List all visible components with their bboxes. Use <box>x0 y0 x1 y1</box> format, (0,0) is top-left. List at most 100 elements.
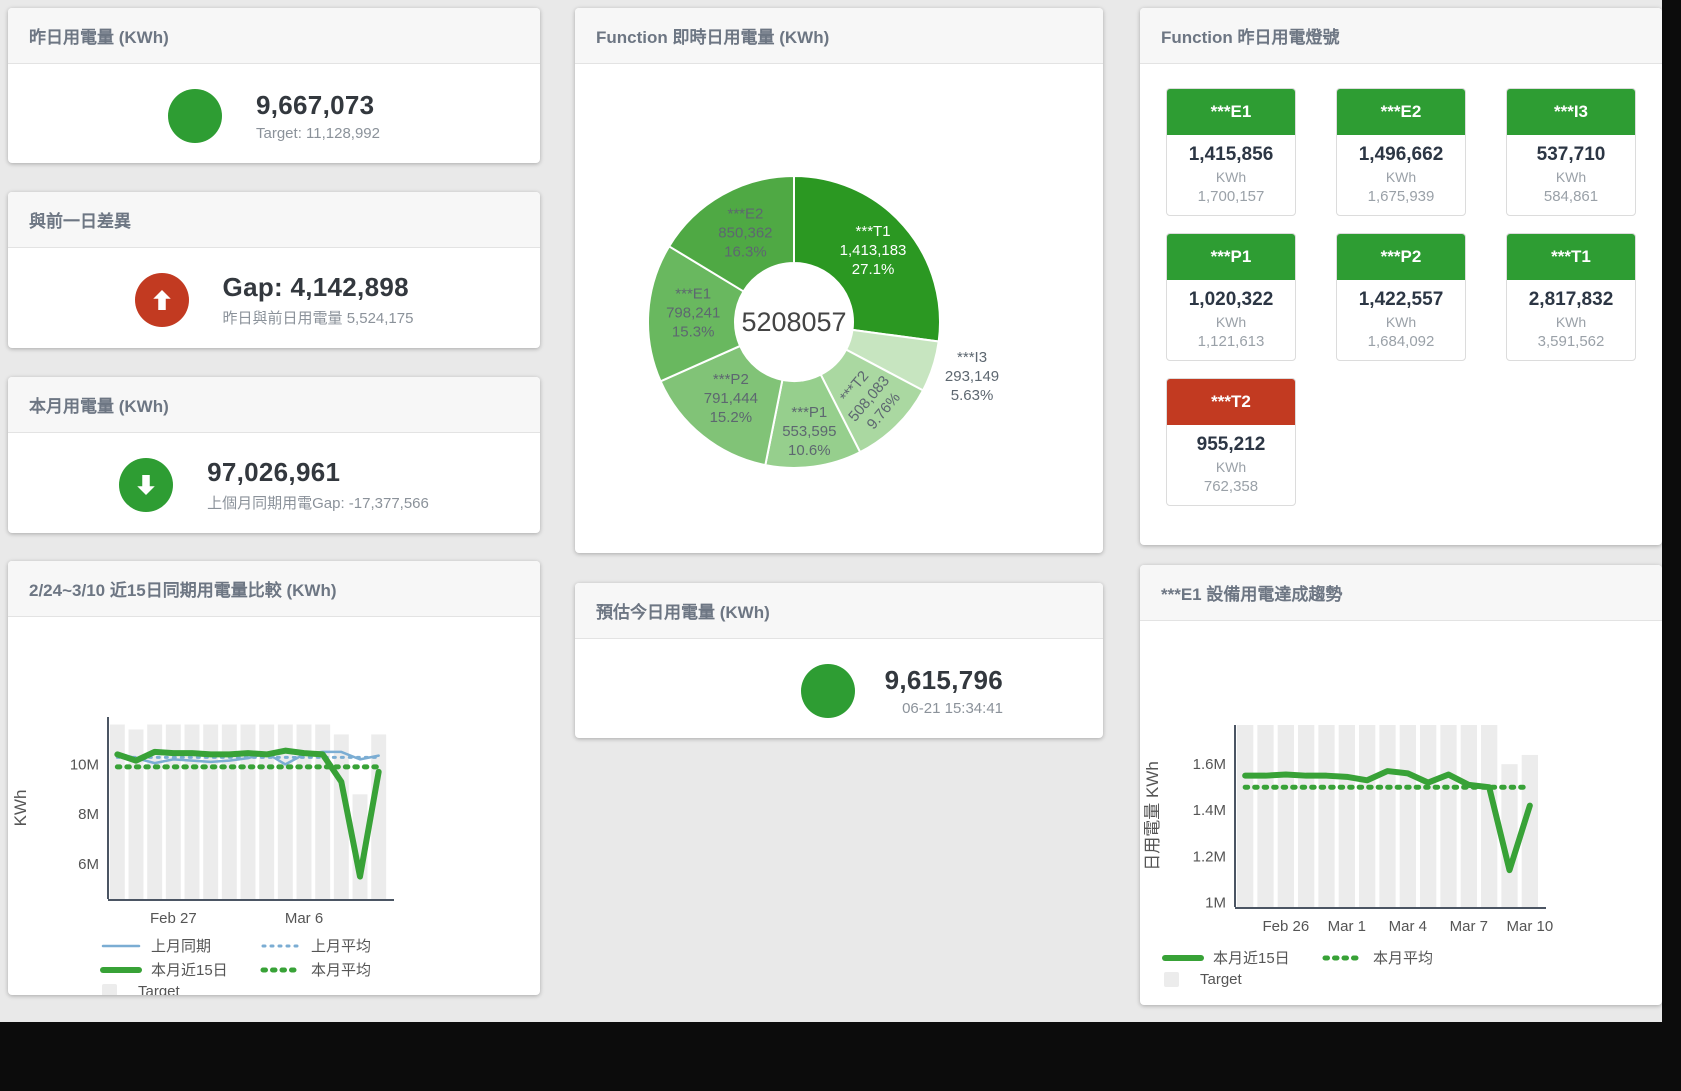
card-title-estimate: 預估今日用電量 (KWh) <box>575 583 1103 639</box>
y-tick-label: 1.6M <box>1193 756 1226 773</box>
tile-body: 2,817,832 KWh 3,591,562 <box>1507 280 1635 360</box>
comparison-legend: 上月同期 上月平均本月近15日 本月平均 Target <box>100 935 445 995</box>
donut-slice-E1[interactable] <box>647 244 745 383</box>
legend-item-上月平均[interactable]: 上月平均 <box>260 935 420 956</box>
legend-item-本月近15日[interactable]: 本月近15日 <box>1162 947 1322 968</box>
legend-label: Target <box>1200 971 1242 988</box>
kpi-body: 9,667,073 Target: 11,128,992 <box>8 64 540 163</box>
status-circle-icon <box>168 88 222 143</box>
legend-label: 本月平均 <box>1373 950 1434 967</box>
comparison-chart: 6M 8M 10M Feb 27 Mar 6 KWh <box>11 717 394 927</box>
target-bar <box>203 724 219 899</box>
legend-line-icon <box>101 944 141 947</box>
arrow-up-icon <box>134 273 189 327</box>
card-status-lights: Function 昨日用電燈號 ***E1 1,415,856 KWh 1,700,1… <box>1140 8 1662 545</box>
legend-item-上月同期[interactable]: 上月同期 <box>100 935 260 956</box>
kpi-subtitle: 上個月同期用電Gap: -17,377,566 <box>207 495 429 512</box>
status-circle-icon <box>800 663 855 718</box>
kpi-text: 9,667,073 Target: 11,128,992 <box>256 90 380 142</box>
target-bar <box>1460 725 1477 907</box>
legend-label: 上月平均 <box>311 938 372 955</box>
tile-status-header: ***E2 <box>1337 89 1465 135</box>
tile-body: 1,496,662 KWh 1,675,939 <box>1337 135 1465 215</box>
donut-slice-E2[interactable] <box>667 174 795 293</box>
tile-unit: KWh <box>1385 314 1417 330</box>
tile-value: 1,496,662 <box>1358 144 1444 165</box>
tile-unit: KWh <box>1385 169 1417 185</box>
trend-chart: 1M 1.2M 1.4M 1.6M Feb 26 Mar 1 Mar 4 Mar 7 Mar 1… <box>1143 725 1553 935</box>
legend-line-icon <box>100 966 142 973</box>
tile-body: 537,710 KWh 584,861 <box>1507 135 1635 215</box>
card-yesterday-usage: 昨日用電量 (KWh) 9,667,073 Target: 11,128,992 <box>8 8 540 163</box>
legend-item-Target[interactable]: Target <box>100 983 260 995</box>
kpi-body: 9,615,796 06-21 15:34:41 <box>575 639 1103 738</box>
tile-unit: KWh <box>1215 169 1247 185</box>
card-e1-trend: ***E1 設備用電達成趨勢 1M 1.2M 1.4M 1.6M Feb 26 Mar 1… <box>1140 565 1662 1005</box>
kpi-text: 97,026,961 上個月同期用電Gap: -17,377,566 <box>207 457 429 513</box>
target-bar <box>1521 754 1538 907</box>
tile-unit: KWh <box>1555 314 1587 330</box>
y-tick-label: 8M <box>78 806 99 823</box>
tile-status-header: ***I3 <box>1507 89 1635 135</box>
x-tick-label: Mar 1 <box>1328 918 1366 935</box>
target-bar <box>1399 725 1416 907</box>
card-comparison-chart: 2/24~3/10 近15日同期用電量比較 (KWh) 6M 8M 10M Feb 2… <box>8 561 540 995</box>
tile-value: 537,710 <box>1536 144 1606 165</box>
y-axis-title: 日用電量 KWh <box>1143 761 1162 871</box>
card-month-usage: 本月用電量 (KWh) 97,026,961 上個月同期用電Gap: -17,3… <box>8 377 540 533</box>
target-bar <box>128 729 144 899</box>
card-title-yesterday: 昨日用電量 (KWh) <box>8 8 540 64</box>
status-tile-E1: ***E1 1,415,856 KWh 1,700,157 <box>1166 88 1296 216</box>
legend-label: 本月近15日 <box>151 962 228 979</box>
status-tile-E2: ***E2 1,496,662 KWh 1,675,939 <box>1336 88 1466 216</box>
status-tile-P2: ***P2 1,422,557 KWh 1,684,092 <box>1336 233 1466 361</box>
tile-body: 1,415,856 KWh 1,700,157 <box>1167 135 1295 215</box>
tile-target-value: 3,591,562 <box>1537 333 1605 350</box>
kpi-subtitle: 昨日與前日用電量 5,524,175 <box>222 310 414 327</box>
kpi-value: 9,615,796 <box>884 664 1003 695</box>
tile-target-value: 584,861 <box>1543 188 1599 205</box>
y-tick-label: 1.4M <box>1193 802 1226 819</box>
tile-status-header: ***E1 <box>1167 89 1295 135</box>
tile-target-value: 1,684,092 <box>1367 333 1435 350</box>
kpi-body: Gap: 4,142,898 昨日與前日用電量 5,524,175 <box>8 248 540 348</box>
target-bar <box>1440 725 1457 907</box>
tile-value: 1,422,557 <box>1358 289 1444 310</box>
legend-item-本月平均[interactable]: 本月平均 <box>260 959 420 980</box>
legend-line-icon <box>261 944 301 947</box>
tile-value: 1,415,856 <box>1188 144 1274 165</box>
legend-item-本月近15日[interactable]: 本月近15日 <box>100 959 260 980</box>
donut-chart: ***T1 1,413,183 27.1%***I3 293,149 5.63%***T… <box>647 174 999 469</box>
legend-target-swatch-icon <box>1164 972 1179 987</box>
donut-slice-P2[interactable] <box>659 344 784 467</box>
target-bar <box>1481 725 1498 907</box>
donut-slice-label: ***T1 1,413,183 27.1% <box>840 223 907 278</box>
tile-status-header: ***P2 <box>1337 234 1465 280</box>
dashboard-canvas: 昨日用電量 (KWh) 9,667,073 Target: 11,128,992… <box>0 0 1662 1022</box>
tile-status-header: ***P1 <box>1167 234 1295 280</box>
legend-item-本月平均[interactable]: 本月平均 <box>1322 947 1482 968</box>
kpi-subtitle: Target: 11,128,992 <box>256 124 380 142</box>
tile-value: 1,020,322 <box>1188 289 1274 310</box>
kpi-text: Gap: 4,142,898 昨日與前日用電量 5,524,175 <box>223 272 414 328</box>
target-bar <box>1237 725 1254 907</box>
donut-slice-label: ***E1 798,241 15.3% <box>666 286 720 341</box>
tile-target-value: 1,121,613 <box>1197 333 1265 350</box>
legend-line-icon <box>1162 954 1204 961</box>
tile-body: 1,422,557 KWh 1,684,092 <box>1337 280 1465 360</box>
series-line <box>114 747 382 880</box>
tile-unit: KWh <box>1215 314 1247 330</box>
target-bar <box>1420 725 1437 907</box>
x-tick-label: Mar 10 <box>1506 918 1553 935</box>
legend-item-Target[interactable]: Target <box>1162 971 1322 988</box>
trend-legend: 本月近15日 本月平均 Target <box>1162 947 1507 988</box>
tile-unit: KWh <box>1555 169 1587 185</box>
card-gap-prev-day: 與前一日差異 Gap: 4,142,898 昨日與前日用電量 5,524,175 <box>8 192 540 348</box>
kpi-text: 9,615,796 06-21 15:34:41 <box>885 665 1003 717</box>
card-title-gap: 與前一日差異 <box>8 192 540 248</box>
x-tick-label: Mar 4 <box>1389 918 1427 935</box>
donut-slice-T1[interactable] <box>793 174 941 343</box>
donut-slice-label: ***E2 850,362 16.3% <box>718 206 772 261</box>
kpi-body: 97,026,961 上個月同期用電Gap: -17,377,566 <box>8 433 540 533</box>
tile-unit: KWh <box>1215 459 1247 475</box>
